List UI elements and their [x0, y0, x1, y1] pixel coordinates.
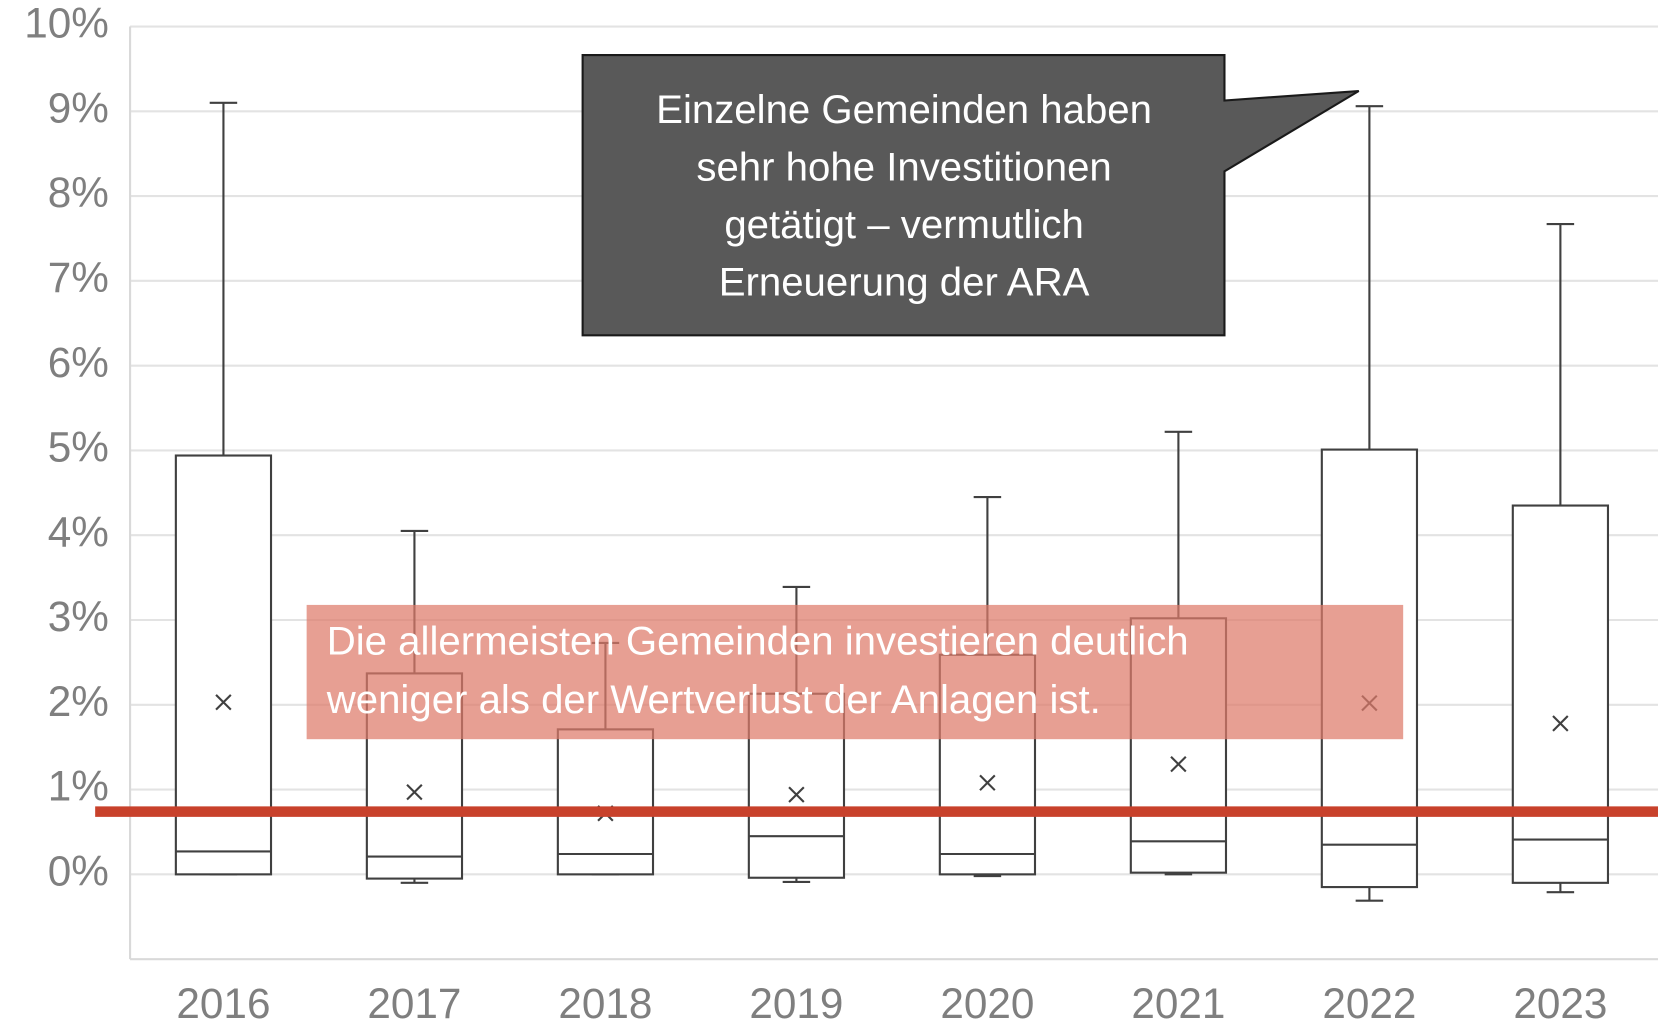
callout-text: sehr hohe Investitionen [696, 144, 1111, 189]
y-tick-label: 10% [24, 0, 109, 47]
callout [581, 54, 1360, 337]
x-tick-label: 2018 [558, 980, 652, 1027]
x-tick-label: 2017 [367, 980, 461, 1027]
y-tick-label: 6% [48, 339, 109, 386]
annotation-text: Die allermeisten Gemeinden investieren d… [327, 619, 1189, 664]
x-tick-label: 2022 [1322, 980, 1416, 1027]
mean-marker [1552, 715, 1569, 732]
x-tick-label: 2021 [1131, 980, 1225, 1027]
y-tick-label: 9% [48, 84, 109, 131]
mean-marker [979, 774, 996, 791]
mean-marker [215, 694, 232, 711]
callout-text: Erneuerung der ARA [719, 260, 1090, 305]
box [174, 454, 273, 876]
box [556, 728, 655, 876]
y-tick-label: 4% [48, 508, 109, 555]
x-tick-label: 2023 [1513, 980, 1607, 1027]
annotation-box [306, 604, 1404, 740]
y-tick-label: 7% [48, 254, 109, 301]
callout-text: Einzelne Gemeinden haben [656, 87, 1152, 132]
x-tick-label: 2020 [940, 980, 1034, 1027]
box [1511, 504, 1610, 884]
mean-marker [1170, 755, 1187, 773]
y-tick-label: 0% [48, 848, 109, 895]
x-tick-label: 2019 [749, 980, 843, 1027]
y-tick-label: 1% [48, 763, 109, 810]
x-tick-label: 2016 [176, 980, 270, 1027]
annotation-text: weniger als der Wertverlust der Anlagen … [326, 677, 1101, 722]
y-tick-label: 2% [48, 678, 109, 725]
y-tick-label: 8% [48, 169, 109, 216]
callout-text: getätigt – vermutlich [724, 202, 1084, 247]
y-tick-label: 5% [48, 424, 109, 471]
mean-marker [406, 783, 423, 801]
mean-marker [788, 786, 805, 803]
y-tick-label: 3% [48, 593, 109, 640]
